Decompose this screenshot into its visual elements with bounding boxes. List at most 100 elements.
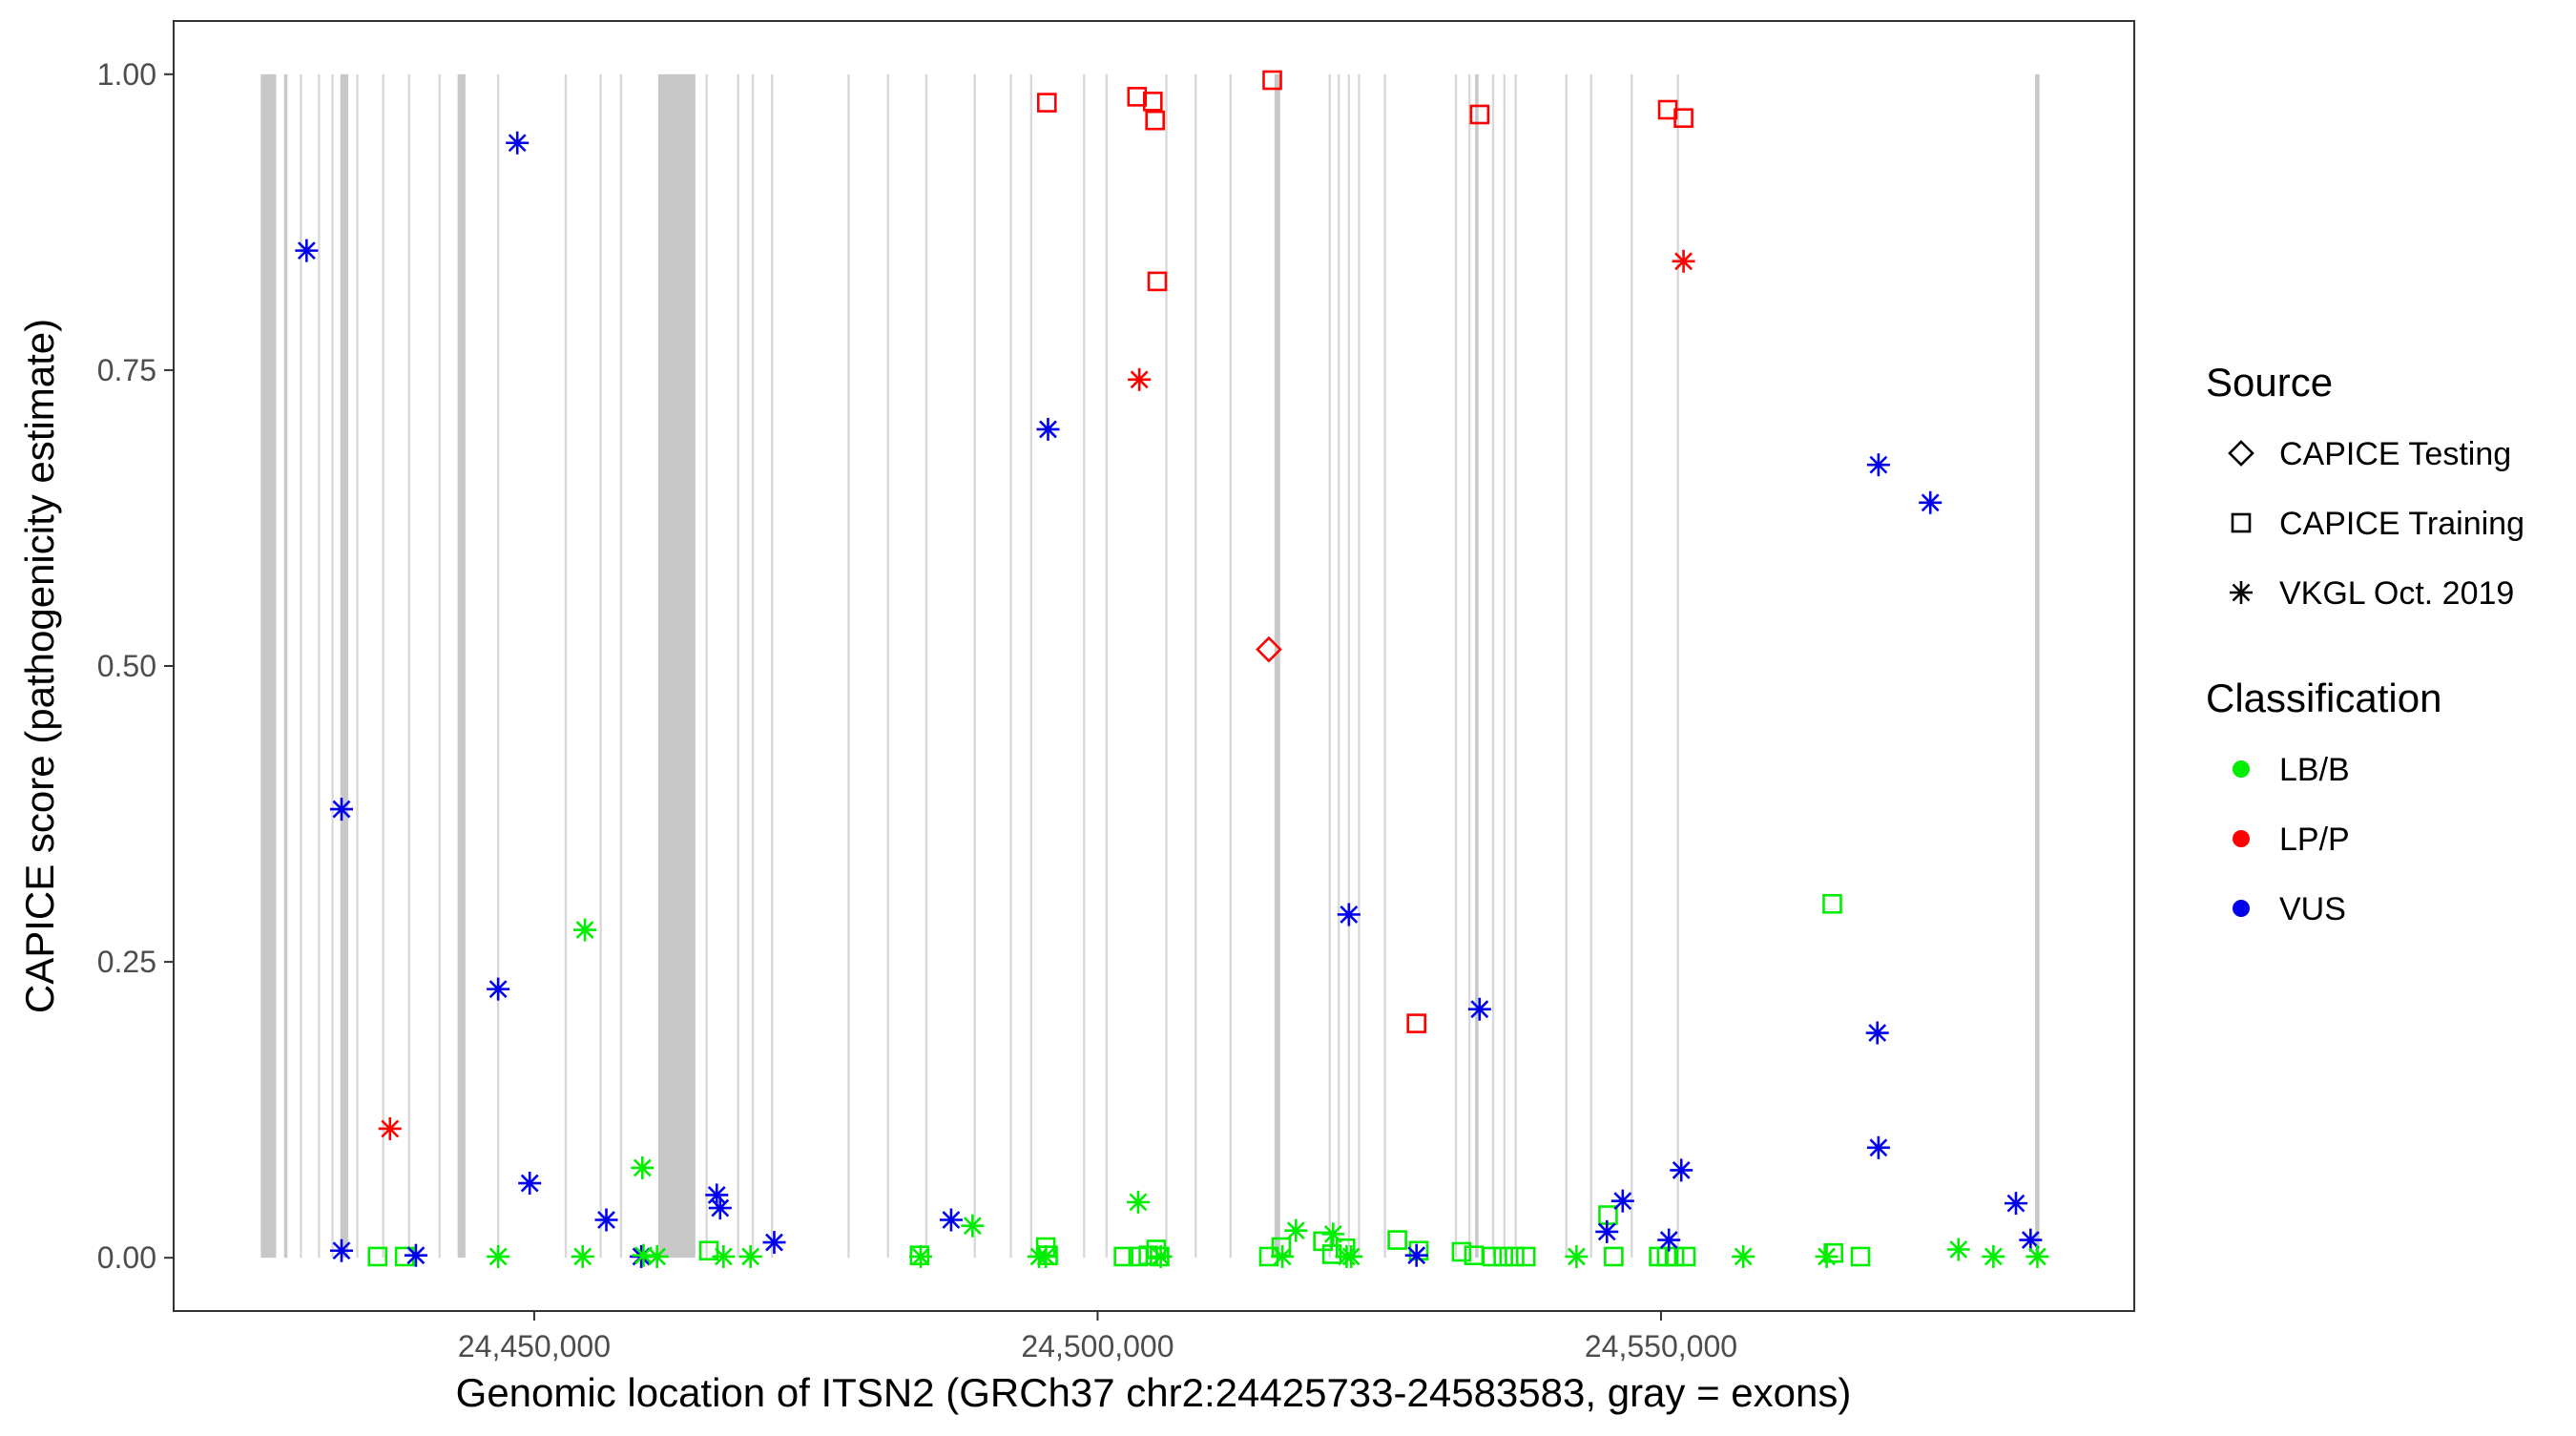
asterisk-stroke: [1286, 1221, 1305, 1240]
data-point: [738, 1244, 762, 1268]
series-group: [1037, 70, 1693, 1033]
exon-band: [1029, 73, 1032, 1259]
exon-band: [737, 73, 739, 1259]
data-point: [1604, 1246, 1624, 1267]
exon-band: [318, 73, 321, 1259]
data-point: [1866, 453, 1890, 477]
legend-label: CAPICE Testing: [2279, 436, 2511, 472]
legend-key: [2231, 512, 2252, 533]
asterisk-stroke: [911, 1247, 930, 1266]
exon-band: [1274, 73, 1280, 1259]
exon-band: [1383, 73, 1386, 1259]
asterisk-stroke: [765, 1233, 783, 1252]
data-point: [1034, 1244, 1058, 1268]
data-point: [1113, 1246, 1133, 1267]
data-point: [1946, 1238, 1970, 1261]
data-point: [1493, 1246, 1513, 1267]
data-point: [1406, 1013, 1426, 1033]
data-point: [712, 1244, 736, 1268]
exon-band: [1475, 73, 1479, 1259]
data-point: [1321, 1222, 1345, 1246]
legend-key: [2230, 581, 2253, 604]
data-point: [1451, 1241, 1472, 1262]
exon-band: [382, 73, 384, 1259]
asterisk-stroke: [1868, 1024, 1887, 1042]
data-point: [1469, 104, 1490, 125]
data-point: [1467, 997, 1491, 1021]
data-point: [631, 1155, 654, 1179]
data-point: [1271, 1244, 1295, 1268]
data-point: [1037, 93, 1057, 113]
asterisk-stroke: [2028, 1247, 2046, 1266]
data-point: [1128, 367, 1152, 391]
exon-band: [1468, 73, 1471, 1259]
exon-band: [1229, 73, 1232, 1259]
data-point: [762, 1231, 786, 1255]
data-point: [1387, 1230, 1407, 1250]
exon-band: [599, 73, 602, 1259]
exon-band: [407, 73, 411, 1259]
data-point: [1515, 1246, 1536, 1267]
exon-band: [496, 73, 500, 1259]
legend-label: LB/B: [2279, 752, 2350, 788]
exon-band: [331, 73, 334, 1259]
data-point: [1036, 417, 1060, 441]
data-point: [1482, 1246, 1503, 1267]
series-group: [295, 131, 2043, 1268]
asterisk-stroke: [575, 921, 594, 940]
data-point: [518, 1172, 542, 1196]
data-point: [1732, 1244, 1755, 1268]
exon-band: [770, 73, 774, 1259]
asterisk-stroke: [714, 1247, 733, 1266]
data-point: [1866, 1135, 1890, 1159]
data-point: [1919, 490, 1942, 514]
data-point: [1127, 87, 1148, 107]
asterisk-stroke: [1659, 1231, 1678, 1249]
asterisk-stroke: [1818, 1247, 1836, 1266]
asterisk-stroke: [573, 1247, 592, 1266]
data-point: [708, 1197, 732, 1220]
legend-key: [2228, 440, 2254, 467]
exon-band: [924, 73, 928, 1259]
data-point: [1595, 1219, 1619, 1243]
asterisk-stroke: [711, 1198, 730, 1217]
data-point: [329, 1238, 353, 1262]
asterisk-stroke: [1152, 1247, 1171, 1266]
data-point: [645, 1244, 669, 1268]
asterisk-stroke: [1340, 905, 1359, 924]
asterisk-stroke: [406, 1246, 426, 1265]
asterisk-stroke: [1949, 1240, 1968, 1259]
series-group: [487, 918, 2049, 1268]
exon-band: [751, 73, 755, 1259]
data-points: [295, 70, 2049, 1268]
data-point: [1145, 110, 1165, 131]
legend-key: [2233, 760, 2250, 778]
asterisk-stroke: [508, 134, 527, 153]
x-tick-label: 24,500,000: [1021, 1329, 1174, 1363]
exon-band: [847, 73, 850, 1259]
data-point: [1610, 1189, 1634, 1213]
exon-band: [356, 73, 359, 1259]
legend-label: CAPICE Training: [2279, 506, 2524, 542]
asterisk-stroke: [1130, 370, 1149, 389]
exon-band: [1676, 73, 1679, 1259]
exon-band: [1454, 73, 1458, 1259]
exon-band: [300, 73, 302, 1259]
asterisk-stroke: [1039, 420, 1057, 439]
data-point: [571, 1244, 594, 1268]
data-point: [1657, 1228, 1681, 1252]
exon-band: [705, 73, 708, 1259]
asterisk-stroke: [648, 1247, 667, 1266]
data-point: [1321, 1244, 1342, 1264]
data-point: [1670, 1158, 1693, 1182]
legend-key: [2233, 900, 2250, 917]
exon-band: [1589, 73, 1592, 1259]
data-point: [295, 239, 319, 262]
data-point: [1815, 1244, 1839, 1268]
asterisk-stroke: [1613, 1192, 1632, 1211]
exon-band: [457, 73, 466, 1259]
asterisk-stroke: [488, 980, 508, 999]
data-point: [1672, 249, 1695, 273]
y-tick-label: 0.75: [97, 353, 156, 387]
